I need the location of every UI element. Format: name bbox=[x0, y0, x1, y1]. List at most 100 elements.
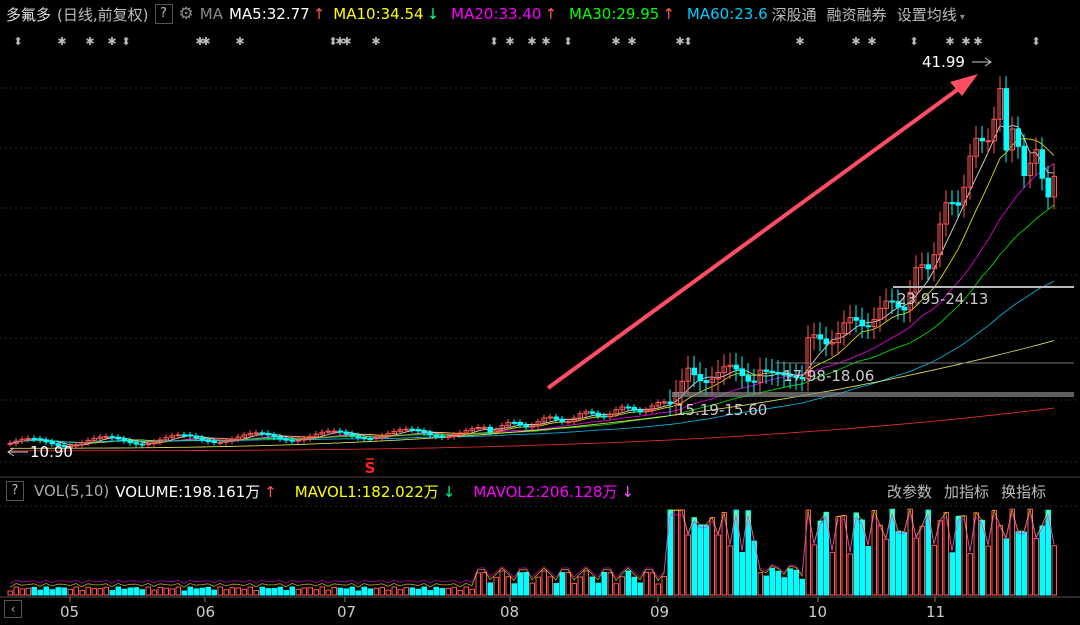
candle-body bbox=[967, 155, 973, 188]
candle-body bbox=[529, 425, 535, 428]
ma-label[interactable]: MA bbox=[199, 5, 223, 23]
volume-bar bbox=[343, 588, 349, 596]
volume-bar bbox=[19, 588, 25, 596]
candle-body bbox=[139, 443, 145, 446]
switch-indicator-button[interactable]: 换指标 bbox=[1000, 482, 1046, 501]
candle-body bbox=[727, 364, 733, 368]
add-indicator-button[interactable]: 加指标 bbox=[943, 482, 989, 501]
zone-label-3: 15.19-15.60 bbox=[676, 401, 767, 419]
candle-body bbox=[121, 438, 127, 442]
volume-bar bbox=[265, 588, 271, 596]
candle-body bbox=[415, 429, 421, 432]
candle-body bbox=[925, 264, 931, 270]
candle-body bbox=[211, 440, 217, 443]
volume-bar bbox=[349, 586, 355, 596]
volume-bar bbox=[757, 572, 763, 596]
volume-bar bbox=[49, 589, 55, 596]
candle-body bbox=[649, 405, 655, 411]
volume-bar bbox=[595, 582, 601, 596]
candle-body bbox=[259, 432, 265, 435]
candle-body bbox=[721, 366, 727, 373]
event-marker-icon: ⬍ bbox=[121, 35, 130, 48]
candle-body bbox=[421, 430, 427, 434]
volume-bar bbox=[799, 578, 805, 596]
edit-params-button[interactable]: 改参数 bbox=[886, 482, 932, 501]
candle-body bbox=[787, 374, 793, 377]
volume-bar bbox=[115, 586, 121, 596]
volume-bar bbox=[211, 589, 217, 596]
candle-body bbox=[769, 370, 775, 374]
volume-bar bbox=[415, 588, 421, 596]
candle-body bbox=[631, 407, 637, 411]
volume-bar bbox=[145, 586, 151, 596]
volume-bar bbox=[73, 586, 79, 596]
volume-bar bbox=[673, 509, 679, 596]
candle-body bbox=[601, 415, 607, 418]
event-marker-icon: ✱ bbox=[627, 35, 636, 48]
candle-body bbox=[973, 137, 979, 157]
volume-bar bbox=[55, 587, 61, 596]
volume-bar bbox=[487, 582, 493, 596]
candle-body bbox=[667, 401, 673, 405]
volume-bar bbox=[931, 544, 937, 596]
volume-bar bbox=[631, 576, 637, 596]
scroll-left-icon[interactable]: ‹ bbox=[4, 600, 22, 618]
candle-body bbox=[403, 428, 409, 431]
volume-indicator[interactable]: VOL(5,10) bbox=[34, 482, 110, 500]
volume-bar bbox=[739, 552, 745, 596]
candle-body bbox=[799, 377, 805, 380]
volume-bar bbox=[391, 586, 397, 596]
volume-bar bbox=[217, 586, 223, 596]
candle-body bbox=[517, 421, 523, 426]
volume-bar bbox=[685, 534, 691, 596]
candle-body bbox=[733, 364, 739, 370]
candle-body bbox=[379, 435, 385, 439]
candle-body bbox=[19, 438, 25, 442]
candle-body bbox=[103, 436, 109, 439]
high-price-label: 41.99 bbox=[922, 53, 965, 71]
ma20-arrow: ↑ bbox=[544, 5, 558, 23]
help-button[interactable]: ? bbox=[154, 4, 173, 24]
candle-body bbox=[703, 380, 709, 383]
adjust-mode[interactable]: (日线,前复权) bbox=[57, 5, 149, 24]
candle-body bbox=[445, 435, 451, 438]
volume-bar bbox=[499, 570, 505, 596]
volume-bar bbox=[193, 588, 199, 596]
candle-body bbox=[1033, 149, 1039, 164]
tool-margin-trading[interactable]: 融资融券 bbox=[826, 5, 887, 24]
volume-bar bbox=[109, 590, 115, 596]
volume-bar bbox=[25, 587, 31, 596]
volume-help-button[interactable]: ? bbox=[6, 481, 24, 501]
tool-hk-connect[interactable]: 深股通 bbox=[771, 5, 817, 24]
candle-body bbox=[847, 317, 853, 324]
candle-body bbox=[343, 431, 349, 435]
candle-body bbox=[901, 306, 907, 311]
event-marker-icon: ⬍ bbox=[909, 35, 918, 48]
volume-bar bbox=[7, 590, 13, 596]
xaxis-month-08: 08 bbox=[500, 603, 520, 621]
xaxis-month-09: 09 bbox=[650, 603, 670, 621]
candle-body bbox=[583, 411, 589, 415]
volume-bar bbox=[547, 576, 553, 596]
trend-arrow-line bbox=[546, 80, 970, 390]
event-marker-icon: ✱ bbox=[541, 35, 550, 48]
candle-body bbox=[511, 421, 517, 424]
candle-body bbox=[751, 380, 757, 383]
event-marker-icon: ⬍ bbox=[1031, 35, 1040, 48]
candle-body bbox=[163, 437, 169, 441]
volume-bar bbox=[307, 587, 313, 596]
event-marker-icon: ⬍ bbox=[13, 35, 22, 48]
ma10-arrow: ↓ bbox=[426, 5, 440, 23]
volume-bar bbox=[919, 525, 925, 596]
volume-bar bbox=[181, 590, 187, 596]
event-marker-icon: ✱ bbox=[795, 35, 804, 48]
event-marker-icon: ✱ bbox=[201, 35, 210, 48]
volume-bar bbox=[523, 571, 529, 596]
gear-icon[interactable]: ⚙ bbox=[178, 4, 194, 24]
tool-ma-settings[interactable]: 设置均线 bbox=[897, 4, 965, 25]
stock-name[interactable]: 多氟多 bbox=[6, 5, 52, 24]
candle-body bbox=[493, 429, 499, 433]
volume-bar bbox=[847, 553, 853, 596]
volume-bar bbox=[877, 524, 883, 596]
